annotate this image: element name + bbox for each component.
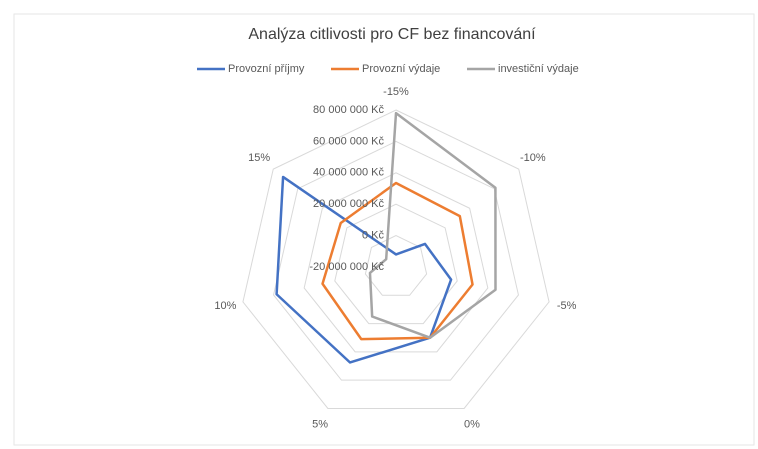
series-line xyxy=(368,111,497,339)
grid-ring xyxy=(273,140,519,381)
axis-tick-label: 40 000 000 Kč xyxy=(313,167,384,179)
category-label: 10% xyxy=(214,300,236,312)
grid-ring xyxy=(364,235,428,296)
grid-ring xyxy=(242,109,550,409)
grid-ring xyxy=(334,203,458,325)
chart-title: Analýza citlivosti pro CF bez financován… xyxy=(248,26,536,43)
chart-area xyxy=(13,13,755,446)
series-line xyxy=(275,175,453,364)
axis-tick-label: 0 Kč xyxy=(362,230,385,242)
axis-tick-label: 20 000 000 Kč xyxy=(313,198,384,210)
legend-label: Provozní výdaje xyxy=(362,63,440,75)
legend-label: investiční výdaje xyxy=(498,63,579,75)
category-label: -10% xyxy=(520,152,546,164)
category-label: -15% xyxy=(383,86,409,98)
axis-tick-label: -20 000 000 Kč xyxy=(309,261,384,273)
axis-tick-label: 60 000 000 Kč xyxy=(313,135,384,147)
category-label: 15% xyxy=(248,152,270,164)
grid-ring xyxy=(303,172,489,353)
series-line xyxy=(321,181,474,341)
category-label: -5% xyxy=(557,300,577,312)
legend-label: Provozní příjmy xyxy=(228,63,305,75)
category-label: 5% xyxy=(312,419,328,431)
category-label: 0% xyxy=(464,419,480,431)
axis-tick-label: 80 000 000 Kč xyxy=(313,104,384,116)
